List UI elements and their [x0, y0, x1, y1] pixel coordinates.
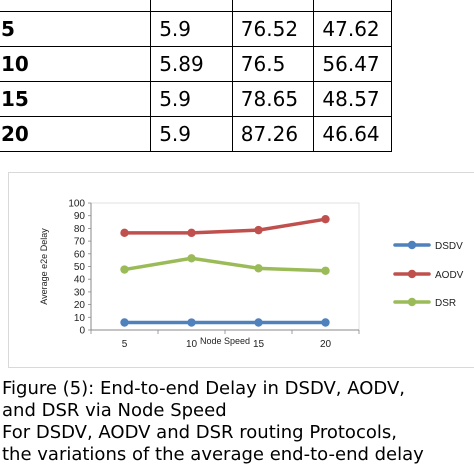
- data-point-dsdv: [321, 318, 330, 327]
- delay-value-cell: 87.26: [231, 116, 315, 152]
- table-row: 10 5.89 76.5 56.47: [0, 46, 392, 82]
- data-point-dsr: [187, 254, 196, 263]
- delay-value-cell: 56.47: [313, 46, 392, 82]
- caption-line-4: the variations of the average end-to-end…: [2, 444, 424, 465]
- delay-value-cell: 5.89: [150, 46, 233, 82]
- chart-panel: 0 10 20 30 40 50 60 70 80 90 100 5 10 15 20 Node Speed A…: [8, 172, 474, 368]
- table-header-cell: [231, 0, 315, 12]
- legend-marker-dsdv: [407, 240, 417, 250]
- data-point-dsr: [120, 265, 129, 274]
- plot-area: [90, 202, 360, 331]
- y-tick-label: 40: [74, 275, 86, 286]
- delay-value-cell: 5.9: [150, 116, 233, 152]
- table-header-cell: [150, 0, 233, 12]
- y-tick-label: 50: [74, 262, 86, 273]
- y-tick-label: 30: [74, 287, 86, 298]
- table-row: 20 5.9 87.26 46.64: [0, 116, 392, 152]
- x-tick-label: 15: [253, 339, 265, 350]
- caption-line-3: For DSDV, AODV and DSR routing Protocols…: [2, 422, 397, 443]
- data-point-dsdv: [254, 318, 263, 327]
- data-point-dsdv: [187, 318, 196, 327]
- delay-value-cell: 46.64: [313, 116, 392, 152]
- series-line-aodv: [122, 217, 328, 235]
- x-tick-label: 10: [186, 339, 198, 350]
- results-table: 5 5.9 76.52 47.62 10 5.89 76.5 56.47 15 5.9 78.65 4…: [0, 0, 392, 152]
- y-tick-label: 80: [74, 224, 86, 235]
- table-row: 5 5.9 76.52 47.62: [0, 11, 392, 47]
- node-speed-cell: 20: [0, 116, 152, 152]
- legend-marker-dsr: [407, 297, 417, 307]
- legend-label-dsr: DSR: [435, 298, 456, 309]
- data-point-aodv: [187, 228, 196, 238]
- delay-value-cell: 76.52: [231, 11, 315, 47]
- y-tick-label: 70: [74, 237, 86, 248]
- x-tick-label: 5: [122, 339, 128, 350]
- table-header-cell: [0, 0, 152, 12]
- delay-value-cell: 48.57: [313, 81, 392, 117]
- data-point-dsr: [254, 264, 263, 273]
- data-point-aodv: [321, 214, 330, 224]
- delay-value-cell: 78.65: [231, 81, 315, 117]
- y-axis-title: Average e2e Delay: [39, 228, 49, 305]
- node-speed-cell: 15: [0, 81, 152, 117]
- y-tick-label: 60: [74, 249, 86, 260]
- node-speed-cell: 5: [0, 11, 152, 47]
- data-point-aodv: [120, 228, 129, 238]
- figure-caption: Figure (5): End-to-end Delay in DSDV, AO…: [2, 378, 474, 466]
- node-speed-cell: 10: [0, 46, 152, 82]
- series-line-dsr: [122, 256, 328, 273]
- y-tick-label: 10: [74, 313, 86, 324]
- data-point-aodv: [254, 225, 263, 235]
- y-tick-label: 90: [74, 211, 86, 222]
- table-header-cell: [313, 0, 392, 12]
- legend-marker-aodv: [407, 269, 417, 279]
- x-axis-title: Node Speed: [200, 336, 250, 346]
- x-tick-label: 20: [320, 339, 332, 350]
- caption-line-2: and DSR via Node Speed: [2, 400, 227, 421]
- y-tick-label: 20: [74, 300, 86, 311]
- delay-value-cell: 47.62: [313, 11, 392, 47]
- caption-line-1: Figure (5): End-to-end Delay in DSDV, AO…: [2, 378, 405, 399]
- table-header-row: [0, 0, 392, 12]
- delay-value-cell: 5.9: [150, 11, 233, 47]
- delay-value-cell: 5.9: [150, 81, 233, 117]
- y-tick-label: 0: [79, 326, 85, 337]
- legend-label-dsdv: DSDV: [435, 241, 463, 252]
- table-row: 15 5.9 78.65 48.57: [0, 81, 392, 117]
- data-point-dsdv: [120, 318, 129, 327]
- y-tick-label: 100: [68, 199, 85, 210]
- legend-label-aodv: AODV: [435, 270, 464, 281]
- data-point-dsr: [321, 266, 330, 275]
- delay-value-cell: 76.5: [231, 46, 315, 82]
